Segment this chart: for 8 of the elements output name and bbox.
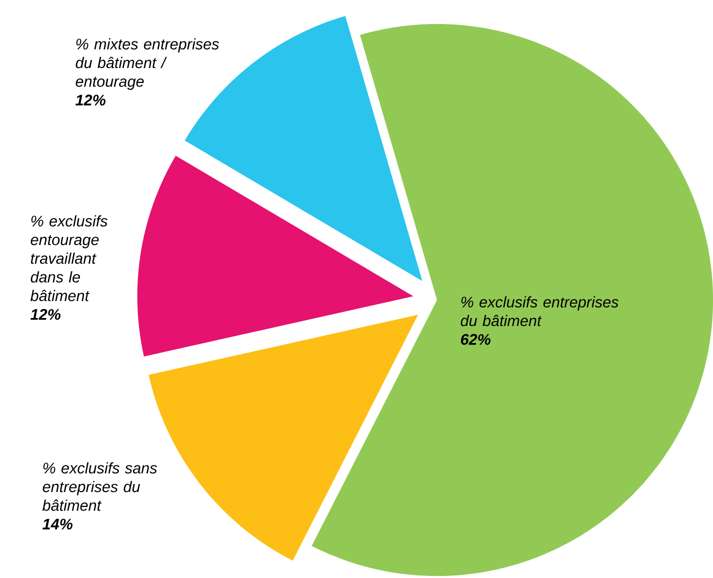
- data-label: 12%: [76, 94, 106, 106]
- slice-label: % mixtes entreprises du bâtiment / entourage: [76, 38, 219, 90]
- slice-label: % exclusifs sans entreprises du bâtiment: [42, 462, 157, 511]
- data-label: 12%: [30, 309, 61, 320]
- slice-label: % exclusifs entreprises du bâtiment: [460, 296, 618, 326]
- data-label: 14%: [42, 518, 73, 530]
- slice-label: % exclusifs entourage travaillant dans le bâtiment: [30, 215, 108, 302]
- data-label: 62%: [460, 334, 491, 345]
